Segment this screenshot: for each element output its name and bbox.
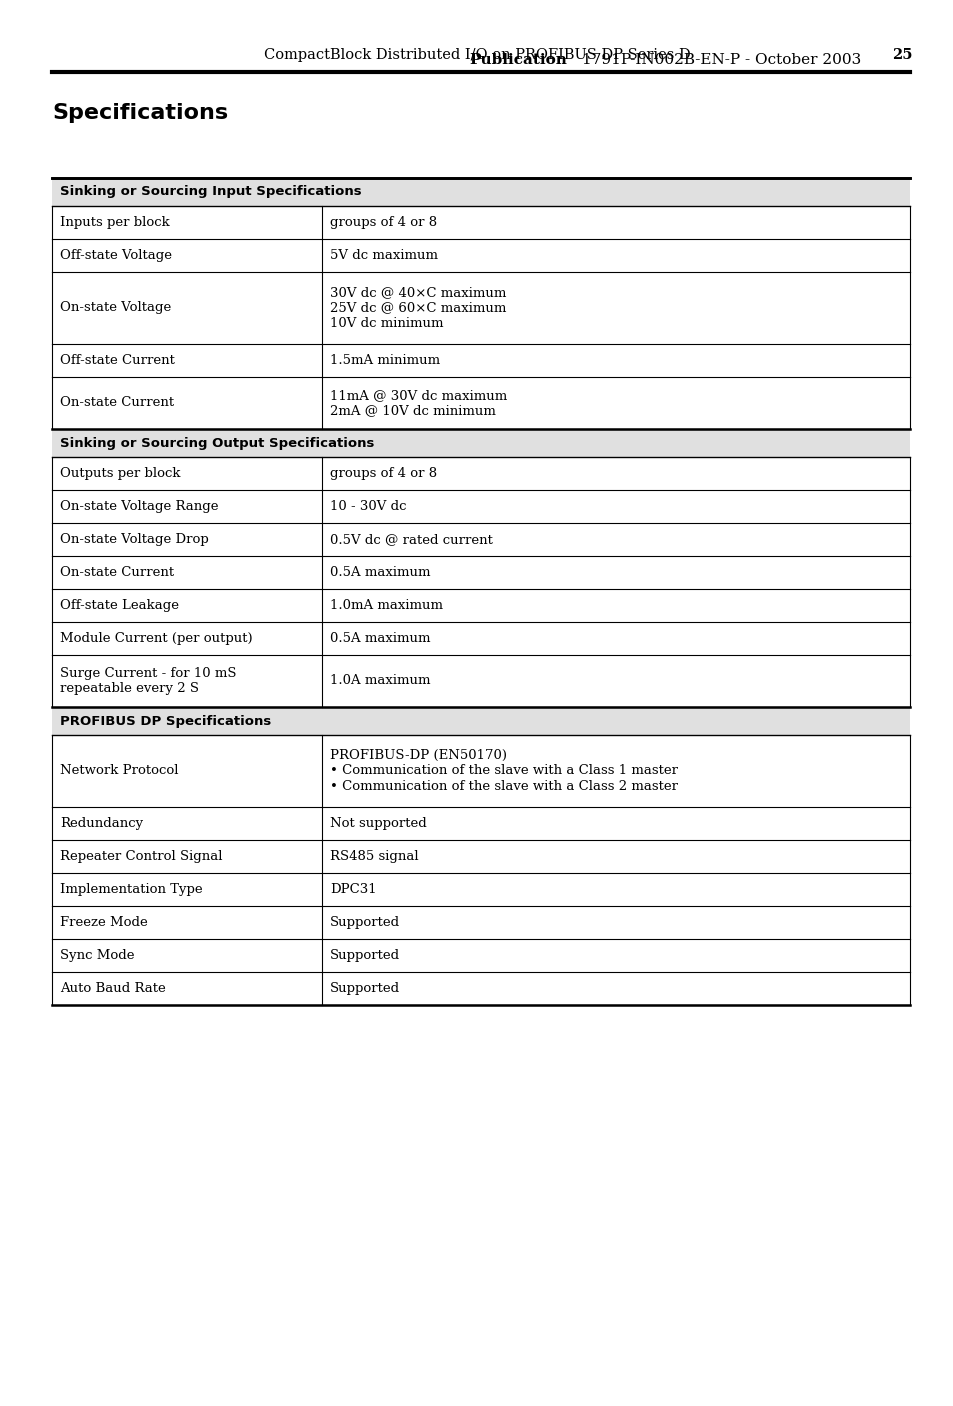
Text: 1.0A maximum: 1.0A maximum: [330, 675, 431, 688]
Text: Supported: Supported: [330, 981, 400, 995]
Text: 10 - 30V dc: 10 - 30V dc: [330, 501, 406, 513]
Text: Implementation Type: Implementation Type: [60, 883, 202, 896]
Text: CompactBlock Distributed I/O on PROFIBUS DP Series D: CompactBlock Distributed I/O on PROFIBUS…: [263, 48, 690, 62]
Bar: [52, 179, 909, 207]
Text: On-state Voltage Drop: On-state Voltage Drop: [60, 533, 209, 546]
Text: • Communication of the slave with a Class 1 master: • Communication of the slave with a Clas…: [330, 765, 678, 778]
Text: RS485 signal: RS485 signal: [330, 851, 418, 863]
Text: 1.0mA maximum: 1.0mA maximum: [330, 599, 443, 612]
Text: repeatable every 2 S: repeatable every 2 S: [60, 682, 199, 695]
Text: groups of 4 or 8: groups of 4 or 8: [330, 467, 436, 479]
Text: Inputs per block: Inputs per block: [60, 217, 170, 229]
Text: Auto Baud Rate: Auto Baud Rate: [60, 981, 166, 995]
Text: Outputs per block: Outputs per block: [60, 467, 180, 479]
Text: Network Protocol: Network Protocol: [60, 765, 178, 778]
Bar: [52, 707, 909, 735]
Text: Freeze Mode: Freeze Mode: [60, 915, 148, 929]
Text: Sinking or Sourcing Input Specifications: Sinking or Sourcing Input Specifications: [60, 186, 361, 198]
Text: Supported: Supported: [330, 915, 400, 929]
Text: 30V dc @ 40×C maximum: 30V dc @ 40×C maximum: [330, 285, 506, 299]
Text: 11mA @ 30V dc maximum: 11mA @ 30V dc maximum: [330, 388, 507, 402]
Text: 1791P-IN002B-EN-P - October 2003: 1791P-IN002B-EN-P - October 2003: [581, 53, 861, 67]
Text: Off-state Leakage: Off-state Leakage: [60, 599, 179, 612]
Text: Off-state Current: Off-state Current: [60, 354, 174, 367]
Text: 0.5V dc @ rated current: 0.5V dc @ rated current: [330, 533, 493, 546]
Text: PROFIBUS-DP (EN50170): PROFIBUS-DP (EN50170): [330, 749, 507, 762]
Text: On-state Voltage Range: On-state Voltage Range: [60, 501, 218, 513]
Text: 25: 25: [891, 48, 911, 62]
Text: groups of 4 or 8: groups of 4 or 8: [330, 217, 436, 229]
Text: 1.5mA minimum: 1.5mA minimum: [330, 354, 440, 367]
Text: Redundancy: Redundancy: [60, 817, 143, 830]
Text: Module Current (per output): Module Current (per output): [60, 633, 253, 645]
Text: Surge Current - for 10 mS: Surge Current - for 10 mS: [60, 666, 236, 679]
Text: Off-state Voltage: Off-state Voltage: [60, 249, 172, 262]
Text: Sinking or Sourcing Output Specifications: Sinking or Sourcing Output Specification…: [60, 436, 374, 450]
Text: 25V dc @ 60×C maximum: 25V dc @ 60×C maximum: [330, 301, 506, 315]
Text: 2mA @ 10V dc minimum: 2mA @ 10V dc minimum: [330, 405, 496, 418]
Text: On-state Current: On-state Current: [60, 567, 174, 579]
Text: 0.5A maximum: 0.5A maximum: [330, 567, 431, 579]
Text: Supported: Supported: [330, 949, 400, 962]
Bar: [52, 429, 909, 457]
Text: Publication: Publication: [469, 53, 567, 67]
Text: PROFIBUS DP Specifications: PROFIBUS DP Specifications: [60, 714, 271, 727]
Text: • Communication of the slave with a Class 2 master: • Communication of the slave with a Clas…: [330, 780, 678, 793]
Text: On-state Current: On-state Current: [60, 396, 174, 409]
Text: Specifications: Specifications: [52, 103, 228, 122]
Text: Not supported: Not supported: [330, 817, 427, 830]
Text: 0.5A maximum: 0.5A maximum: [330, 633, 431, 645]
Text: Sync Mode: Sync Mode: [60, 949, 134, 962]
Text: Repeater Control Signal: Repeater Control Signal: [60, 851, 222, 863]
Text: 10V dc minimum: 10V dc minimum: [330, 316, 443, 330]
Text: DPC31: DPC31: [330, 883, 376, 896]
Text: On-state Voltage: On-state Voltage: [60, 301, 172, 315]
Text: 5V dc maximum: 5V dc maximum: [330, 249, 437, 262]
